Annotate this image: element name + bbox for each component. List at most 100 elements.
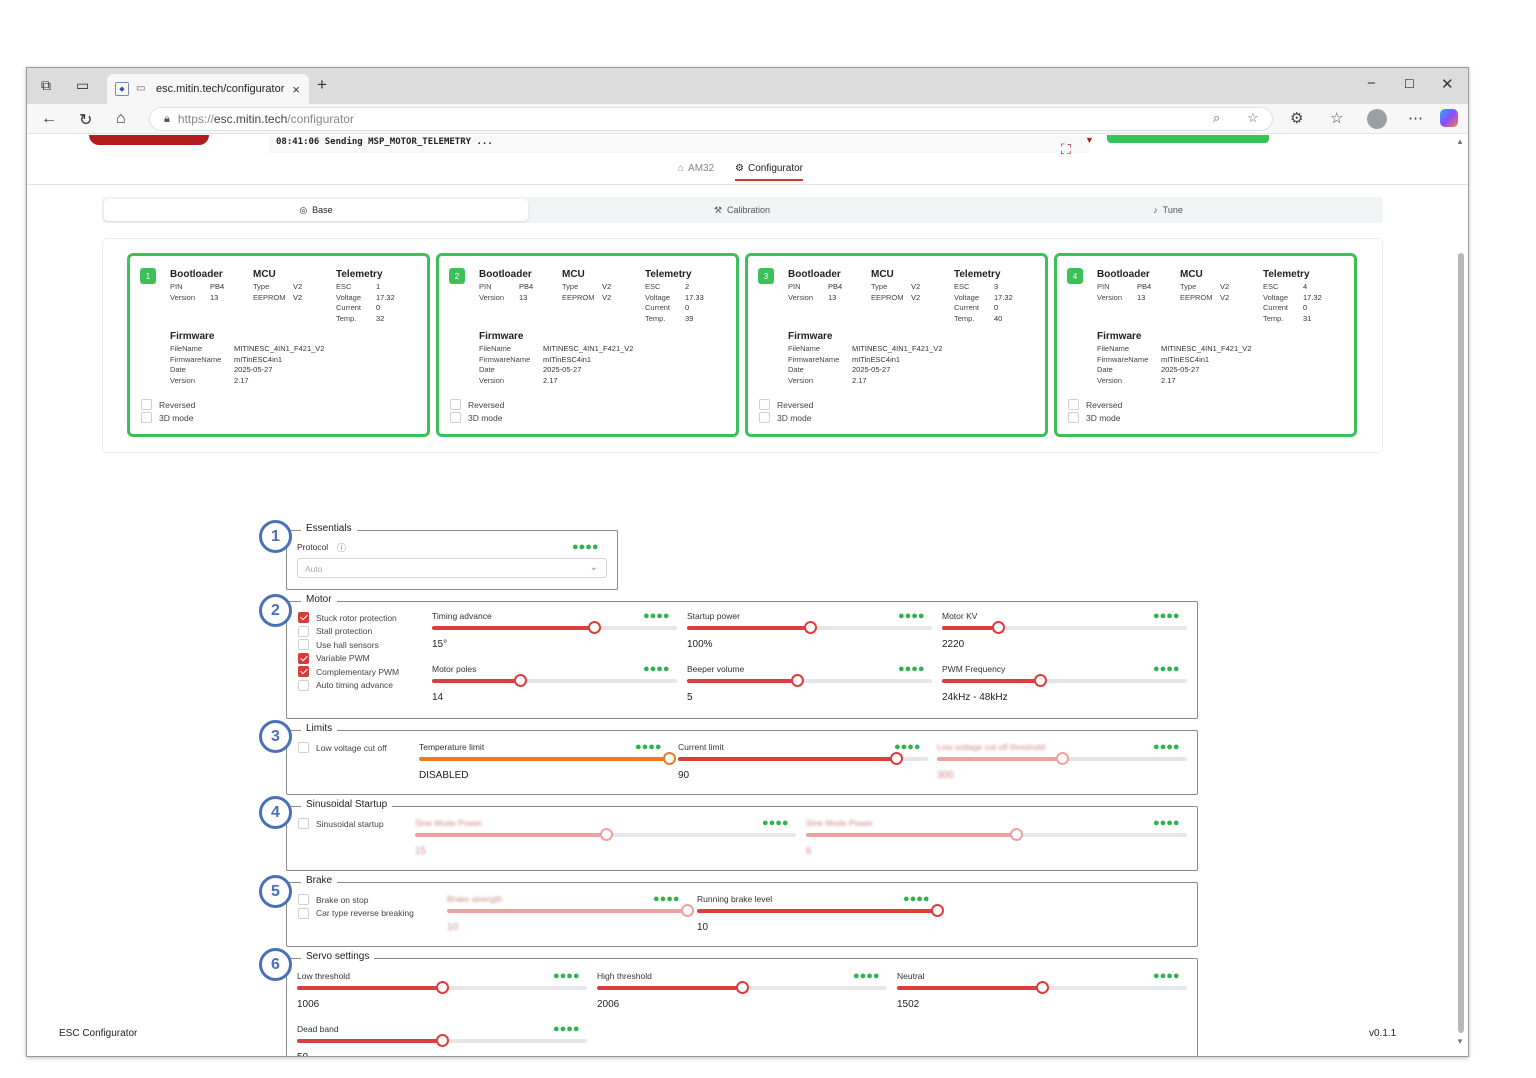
scroll-down-icon[interactable]: ▼ — [1456, 1037, 1464, 1046]
copilot-icon[interactable] — [1440, 109, 1458, 127]
close-window-icon[interactable]: ✕ — [1441, 76, 1454, 93]
slider-track[interactable] — [297, 981, 587, 994]
reversed-checkbox[interactable]: Reversed — [141, 399, 195, 410]
extensions-icon[interactable]: ⚙︎ — [1290, 110, 1304, 127]
checkbox-box[interactable] — [298, 652, 309, 664]
close-tab-icon[interactable]: × — [292, 81, 300, 97]
checkbox-box[interactable] — [298, 742, 309, 753]
slider-handle[interactable] — [587, 621, 601, 634]
checkbox-box[interactable] — [298, 639, 309, 650]
motor-checkbox[interactable]: Auto timing advance — [298, 679, 393, 691]
motor-checkbox[interactable]: Variable PWM — [298, 652, 370, 664]
mode-3d-checkbox[interactable]: 3D mode — [759, 412, 812, 423]
slider-handle[interactable] — [663, 752, 676, 765]
scrollbar-thumb[interactable] — [1458, 253, 1464, 1033]
slider-handle[interactable] — [681, 904, 694, 917]
favorites-icon[interactable]: ☆ — [1330, 110, 1344, 127]
motor-checkbox[interactable]: Complementary PWM — [298, 666, 399, 677]
slider-handle[interactable] — [931, 904, 944, 917]
checkbox-box[interactable] — [141, 412, 152, 423]
low-voltage-cutoff-checkbox[interactable]: Low voltage cut off — [298, 742, 387, 753]
flash-button[interactable] — [1107, 135, 1269, 143]
profile-avatar[interactable] — [1367, 109, 1387, 129]
scrollbar[interactable]: ▲ ▼ — [1456, 135, 1464, 1056]
sinusoidal-startup-checkbox[interactable]: Sinusoidal startup — [298, 818, 384, 829]
checkbox-box[interactable] — [298, 679, 309, 691]
checkbox-box[interactable] — [450, 399, 461, 410]
slider-handle[interactable] — [791, 674, 805, 687]
refresh-icon[interactable]: ↻ — [79, 112, 93, 129]
slider-handle[interactable] — [1034, 674, 1047, 687]
slider-handle[interactable] — [436, 1034, 449, 1047]
slider-track[interactable] — [687, 621, 932, 634]
slider-track[interactable] — [415, 828, 796, 841]
favorite-star-icon[interactable]: ☆ — [1247, 110, 1259, 125]
checkbox-box[interactable] — [298, 666, 309, 677]
checkbox-box[interactable] — [298, 894, 309, 905]
browser-tab[interactable]: ◆ ▭ esc.mitin.tech/configurator × — [107, 74, 309, 104]
slider-track[interactable] — [447, 904, 694, 917]
checkbox-box[interactable] — [759, 412, 770, 423]
console-toggle-icon[interactable]: ▼ — [1085, 135, 1094, 145]
reversed-checkbox[interactable]: Reversed — [759, 399, 813, 410]
slider-handle[interactable] — [889, 752, 903, 765]
disconnect-button[interactable] — [89, 135, 209, 145]
slider-track[interactable] — [897, 981, 1187, 994]
slider-track[interactable] — [432, 621, 677, 634]
tab-calibration[interactable]: ⚒︎ Calibration — [530, 199, 954, 221]
zoom-icon[interactable]: ⌕ — [1213, 110, 1221, 125]
tab-tune[interactable]: ♪ Tune — [956, 199, 1380, 221]
slider-handle[interactable] — [514, 674, 528, 687]
scroll-up-icon[interactable]: ▲ — [1456, 137, 1464, 146]
checkbox-box[interactable] — [298, 907, 309, 919]
checkbox-box[interactable] — [298, 625, 309, 637]
slider-track[interactable] — [678, 752, 928, 765]
minimize-icon[interactable]: − — [1367, 75, 1376, 92]
slider-track[interactable] — [942, 674, 1187, 687]
slider-track[interactable] — [432, 674, 677, 687]
expand-console-icon[interactable]: ⛶ — [1061, 141, 1071, 157]
motor-checkbox[interactable]: Stall protection — [298, 625, 372, 637]
checkbox-box[interactable] — [298, 612, 309, 623]
checkbox-box[interactable] — [1068, 399, 1079, 410]
back-icon[interactable]: ← — [41, 110, 57, 127]
slider-handle[interactable] — [1056, 752, 1069, 765]
more-menu-icon[interactable]: ⋯ — [1408, 110, 1423, 127]
protocol-select[interactable]: Auto ⌄ — [297, 558, 607, 578]
slider-handle[interactable] — [803, 621, 817, 634]
slider-track[interactable] — [937, 752, 1187, 765]
address-bar[interactable]: 🔒︎ https://esc.mitin.tech/configurator ⌕… — [149, 107, 1273, 131]
slider-handle[interactable] — [1009, 828, 1023, 841]
tab-actions-icon[interactable]: ▭ — [76, 77, 90, 93]
mode-3d-checkbox[interactable]: 3D mode — [450, 412, 503, 423]
slider-track[interactable] — [806, 828, 1187, 841]
reversed-checkbox[interactable]: Reversed — [1068, 399, 1122, 410]
home-icon[interactable]: ⌂ — [116, 110, 126, 127]
slider-track[interactable] — [597, 981, 887, 994]
checkbox-box[interactable] — [298, 818, 309, 829]
motor-checkbox[interactable]: Use hall sensors — [298, 639, 379, 650]
workspaces-icon[interactable]: ⧉ — [41, 77, 51, 93]
slider-handle[interactable] — [1036, 981, 1049, 994]
motor-checkbox[interactable]: Stuck rotor protection — [298, 612, 397, 623]
tab-am32[interactable]: ⌂ AM32 — [678, 163, 714, 174]
checkbox-box[interactable] — [450, 412, 461, 423]
slider-handle[interactable] — [436, 981, 449, 994]
help-icon[interactable]: ⓘ — [337, 543, 347, 553]
tab-base[interactable]: ◎ Base — [104, 199, 528, 221]
slider-track[interactable] — [297, 1034, 587, 1047]
brake-checkbox[interactable]: Car type reverse breaking — [298, 907, 414, 919]
lock-icon[interactable]: 🔒︎ — [164, 112, 170, 125]
tab-configurator[interactable]: ⚙︎ Configurator — [735, 163, 803, 181]
slider-track[interactable] — [687, 674, 932, 687]
slider-track[interactable] — [419, 752, 676, 765]
slider-track[interactable] — [942, 621, 1187, 634]
reversed-checkbox[interactable]: Reversed — [450, 399, 504, 410]
slider-handle[interactable] — [599, 828, 613, 841]
mode-3d-checkbox[interactable]: 3D mode — [141, 412, 194, 423]
mode-3d-checkbox[interactable]: 3D mode — [1068, 412, 1121, 423]
new-tab-icon[interactable]: + — [317, 75, 327, 94]
slider-handle[interactable] — [992, 621, 1006, 634]
slider-track[interactable] — [697, 904, 944, 917]
checkbox-box[interactable] — [141, 399, 152, 410]
